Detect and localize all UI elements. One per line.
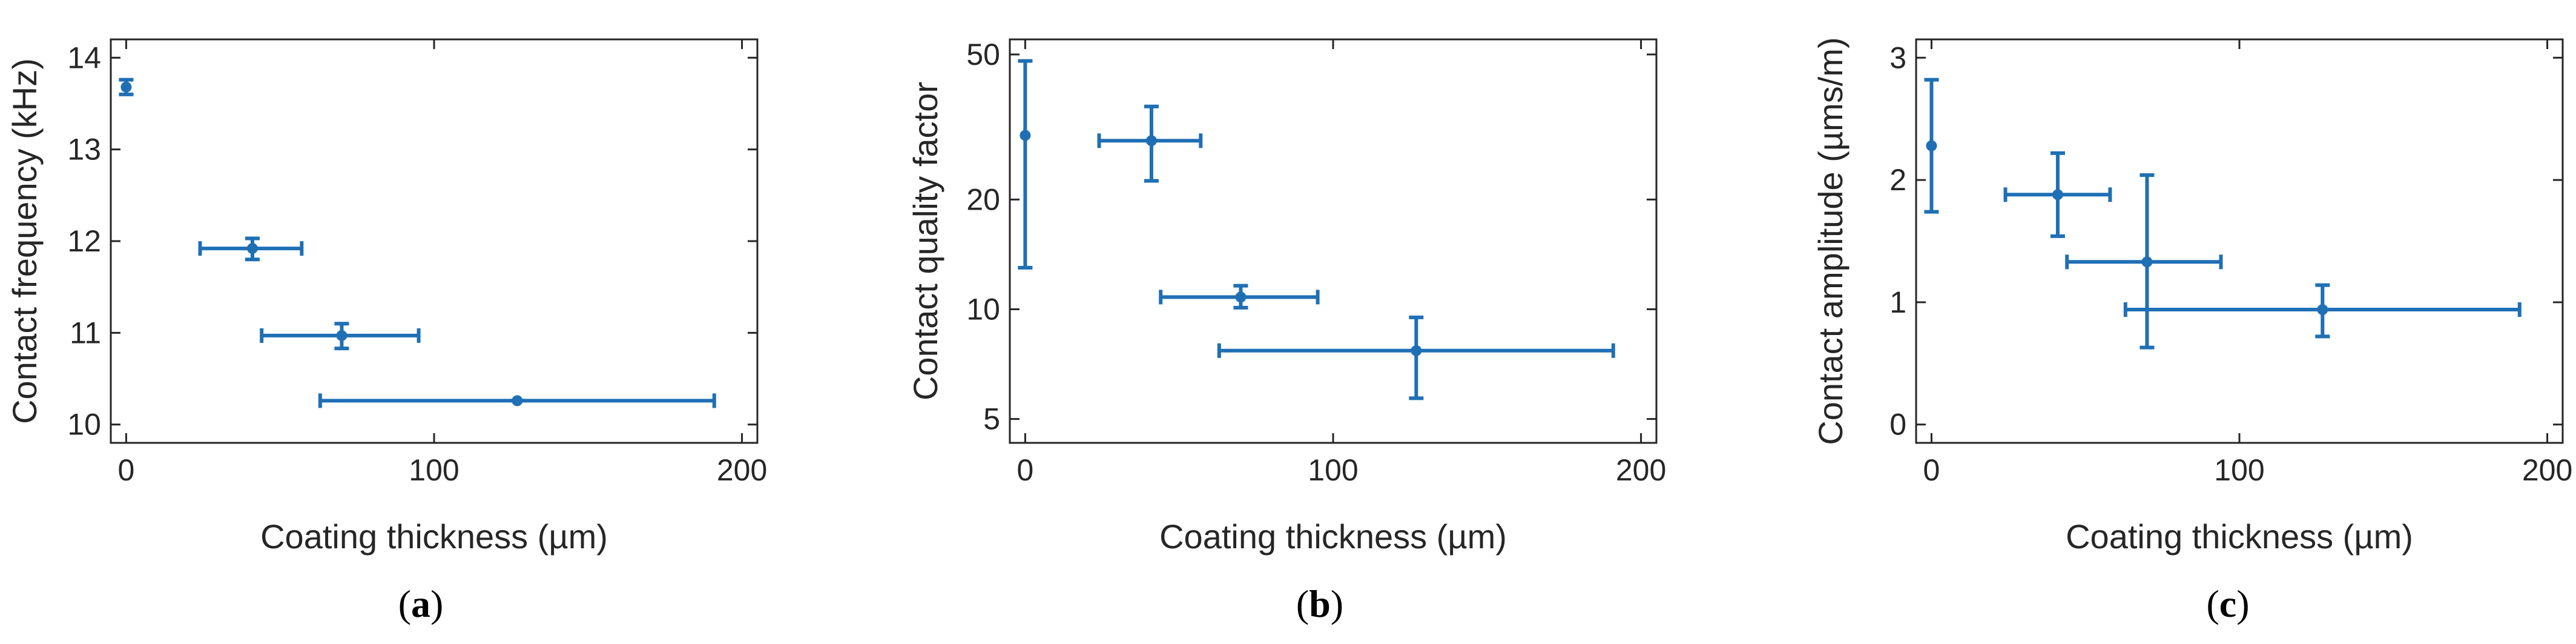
data-point-group [1159,284,1320,310]
data-point-group [1097,104,1203,183]
data-point-group [198,236,304,262]
x-ticks: 0 100 200 [1017,39,1666,487]
data-point [246,243,258,254]
x-tick-label: 0 [1017,453,1034,487]
y-ticks: 5 10 20 50 [966,38,1656,436]
x-tick-label: 100 [1308,453,1358,487]
y-tick-label: 50 [966,38,1000,71]
x-ticks: 0 100 200 [1923,39,2572,487]
panel-a: 0 100 200 10 11 12 13 14 Coating thickness (µm… [5,38,767,625]
y-ticks: 0 1 2 3 [1889,41,2563,442]
x-tick-label: 200 [1616,453,1666,487]
data-point-group [1924,78,1939,214]
y-axis-label: Contact quality factor [906,82,944,400]
x-tick-label: 100 [2214,453,2264,487]
data-point [1020,130,1031,141]
y-tick-label: 2 [1889,163,1906,197]
panel-letter: c [2219,582,2236,625]
panel-b: 0 100 200 5 10 20 50 Coating thickness (µm) C… [906,38,1666,625]
data-point [1235,291,1247,303]
y-tick-label: 13 [67,133,101,167]
panel-letter: a [411,582,430,625]
x-tick-label: 200 [2522,453,2572,487]
x-axis-label: Coating thickness (µm) [1159,517,1507,556]
x-tick-label: 100 [409,453,459,487]
data-point-group [119,78,134,96]
x-tick-label: 0 [1923,453,1940,487]
x-ticks: 0 100 200 [118,39,767,487]
data-point [512,395,523,407]
data-point [1926,140,1937,151]
data-marks [1924,78,2522,350]
data-marks [1018,59,1615,400]
panel-label: (a) [398,582,444,625]
x-axis-label: Coating thickness (µm) [260,517,608,556]
y-tick-label: 3 [1889,41,1906,75]
data-point [1411,345,1422,356]
data-point [2052,189,2063,201]
data-point-group [260,322,421,351]
data-point [2317,304,2328,316]
x-axis-label: Coating thickness (µm) [2066,517,2413,556]
y-tick-label: 0 [1889,408,1906,442]
data-point [2141,256,2153,268]
y-tick-label: 10 [67,408,101,442]
x-tick-label: 200 [717,453,767,487]
data-point-group [2065,173,2223,350]
panel-label: (c) [2206,582,2249,625]
axes-frame [110,38,759,444]
y-axis-label: Contact amplitude (µms/m) [1811,37,1850,445]
y-tick-label: 5 [983,402,1000,436]
data-point [120,81,132,93]
x-tick-label: 0 [118,453,135,487]
panel-c: 0 100 200 0 1 2 3 Coating thickness (µm) Cont… [1811,37,2572,625]
y-ticks: 10 11 12 13 14 [67,41,757,442]
y-tick-label: 11 [70,316,101,350]
y-axis-label: Contact frequency (kHz) [5,58,44,424]
data-point [1145,135,1157,147]
data-marks [119,78,716,408]
data-point-group [2003,151,2112,238]
y-tick-label: 14 [67,41,101,75]
data-point-group [1217,315,1615,400]
data-point-group [1018,59,1033,270]
y-tick-label: 10 [966,292,1000,326]
data-point-group [318,393,716,408]
axes-frame [1009,38,1658,444]
y-tick-label: 20 [966,182,1000,216]
axes-frame [1915,38,2564,444]
y-tick-label: 12 [67,224,101,258]
data-point-group [2123,283,2522,339]
y-tick-label: 1 [1889,285,1906,319]
panel-letter: b [1309,582,1331,625]
panel-label: (b) [1296,582,1343,625]
data-point [336,330,348,341]
